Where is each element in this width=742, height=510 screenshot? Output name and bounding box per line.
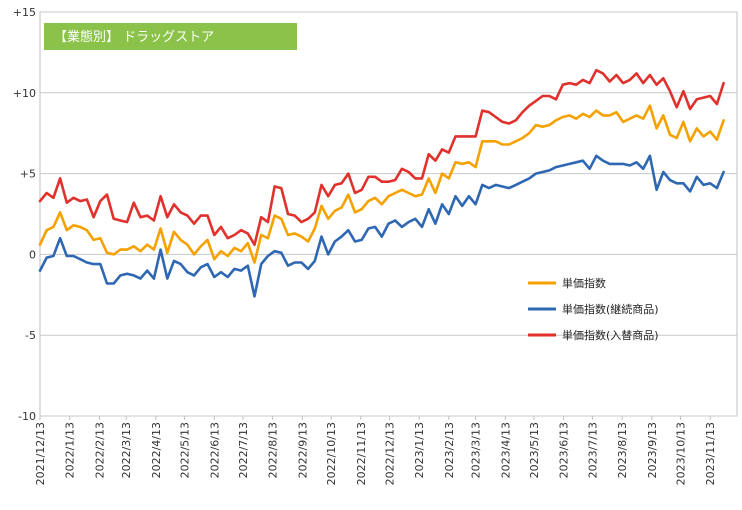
x-tick-label: 2022/8/13 [267,422,280,478]
x-tick-label: 2023/10/13 [675,422,688,485]
title-background [44,23,297,50]
y-tick-label: +5 [20,168,36,181]
legend-label: 単価指数(継続商品) [562,302,659,316]
x-tick-label: 2022/9/13 [296,422,309,478]
x-tick-label: 2022/10/13 [325,422,338,485]
series-line-1 [38,104,725,264]
x-tick-label: 2023/7/13 [586,422,599,478]
x-tick-label: 2023/5/13 [528,422,541,478]
x-tick-label: 2022/6/13 [208,422,221,478]
x-axis: 2021/12/13 2022/1/13 2022/2/13 2022/3/13 202… [34,416,717,485]
y-tick-label: -10 [18,410,36,423]
x-tick-label: 2023/6/13 [558,422,571,478]
x-tick-label: 2023/9/13 [646,422,659,478]
y-axis: +15 +10 +5 0 -5 -10 [13,6,36,423]
y-tick-label: +15 [13,6,36,19]
y-tick-label: -5 [25,329,36,342]
x-tick-label: 2023/11/13 [704,422,717,485]
x-tick-label: 2023/8/13 [616,422,629,478]
x-tick-label: 2021/12/13 [34,422,47,485]
x-tick-label: 2022/3/13 [120,422,133,478]
x-tick-label: 2023/1/13 [413,422,426,478]
chart-title-box: 【業態別】 ドラッグストア [44,23,297,50]
x-tick-label: 2022/11/13 [355,422,368,485]
x-tick-label: 2022/1/13 [64,422,77,478]
legend-label: 単価指数(入替商品) [562,328,659,342]
legend-label: 単価指数 [562,276,606,290]
series-line-3 [38,68,725,246]
x-tick-label: 2022/12/13 [383,422,396,485]
y-tick-label: 0 [29,248,36,261]
x-tick-label: 2022/4/13 [150,422,163,478]
x-tick-label: 2023/4/13 [499,422,512,478]
x-tick-label: 2022/7/13 [237,422,250,478]
series-lines [38,68,725,298]
x-tick-label: 2023/3/13 [470,422,483,478]
x-tick-label: 2023/2/13 [443,422,456,478]
plot-area [39,11,738,417]
series-line-2 [38,154,725,298]
y-tick-label: +10 [13,87,36,100]
x-tick-label: 2022/2/13 [93,422,106,478]
x-tick-label: 2022/5/13 [179,422,192,478]
chart-title: 【業態別】 ドラッグストア [54,29,214,45]
